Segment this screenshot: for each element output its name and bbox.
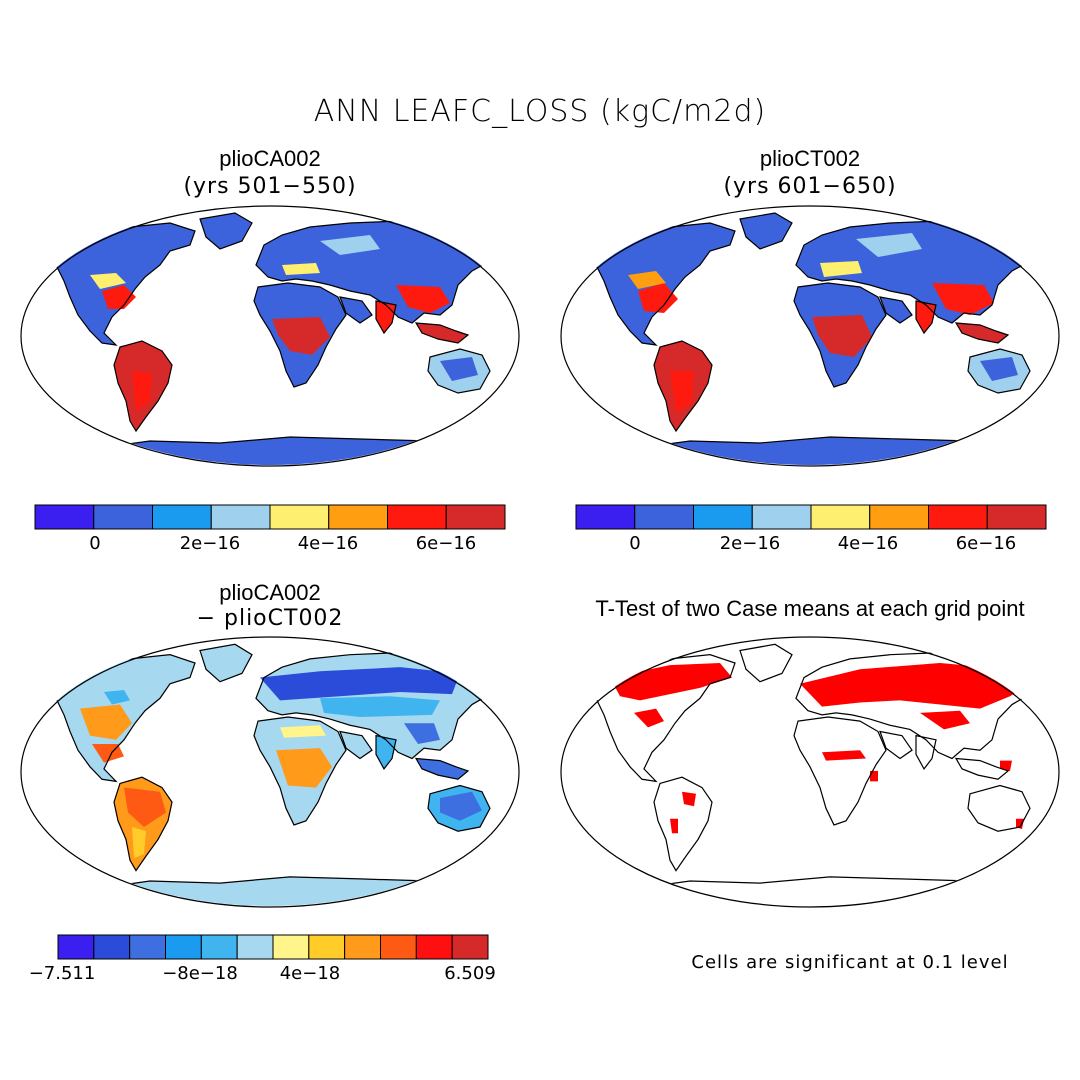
- colorbar-diff-tick-1: −7.511: [28, 963, 96, 984]
- colorbar-bin-10: [380, 934, 417, 960]
- map-difference: [20, 636, 520, 908]
- figure-title: ANN LEAFC_LOSS (kgC/m2d): [313, 94, 767, 129]
- colorbar-bin-4: [165, 934, 202, 960]
- colorbar-bin-8: [308, 934, 346, 960]
- colorbar-bin-2: [93, 934, 131, 960]
- colorbar-bin-6: [328, 504, 388, 530]
- colorbar-bin-3: [152, 504, 212, 530]
- colorbar-bin-7: [387, 504, 447, 530]
- colorbar-bin-4: [210, 504, 271, 530]
- colorbar-bin-5: [810, 504, 871, 530]
- colorbar-bin-5: [200, 934, 238, 960]
- colorbar-bin-1: [57, 934, 95, 960]
- map-case-a: [20, 205, 520, 467]
- colorbar-bin-7: [928, 504, 988, 530]
- colorbar-bin-2: [93, 504, 153, 530]
- panel-b-subtitle: (yrs 601−650): [723, 174, 897, 199]
- colorbar-b-tick-2: 2e−16: [719, 533, 781, 554]
- panel-a-title: plioCA002: [219, 146, 321, 171]
- colorbar-bin-8: [986, 504, 1047, 530]
- colorbar-bin-1: [575, 504, 636, 530]
- colorbar-b-tick-3: 4e−16: [837, 533, 899, 554]
- colorbar-bin-6: [869, 504, 929, 530]
- colorbar-b-tick-1: 0: [629, 533, 641, 554]
- colorbar-bin-9: [344, 934, 381, 960]
- panel-a-subtitle: (yrs 501−550): [183, 174, 357, 199]
- significance-note: Cells are significant at 0.1 level: [691, 952, 1009, 973]
- colorbar-bin-6: [236, 934, 274, 960]
- colorbar-bin-8: [445, 504, 506, 530]
- panel-b-title: plioCT002: [759, 146, 861, 171]
- colorbar-bin-12: [451, 934, 489, 960]
- colorbar-case-b: [575, 504, 1047, 530]
- map-ttest: [560, 636, 1060, 908]
- colorbar-a-tick-3: 4e−16: [297, 533, 359, 554]
- colorbar-bin-3: [129, 934, 166, 960]
- map-ttest-sig: [610, 662, 1032, 834]
- panel-diff-subtitle: − plioCT002: [196, 606, 344, 631]
- map-case-a-land: [56, 213, 516, 465]
- map-case-b-land: [596, 213, 1056, 465]
- colorbar-diff-tick-2: −8e−18: [162, 963, 238, 984]
- colorbar-bin-7: [272, 934, 310, 960]
- colorbar-diff-tick-3: 4e−18: [279, 963, 341, 984]
- colorbar-bin-5: [269, 504, 330, 530]
- colorbar-a-tick-2: 2e−16: [179, 533, 241, 554]
- colorbar-bin-2: [634, 504, 694, 530]
- colorbar-difference: [57, 934, 489, 960]
- colorbar-a-tick-1: 0: [89, 533, 101, 554]
- colorbar-bin-4: [751, 504, 812, 530]
- colorbar-b-tick-4: 6e−16: [955, 533, 1017, 554]
- panel-diff-title: plioCA002: [219, 580, 321, 605]
- colorbar-bin-11: [415, 934, 453, 960]
- colorbar-a-tick-4: 6e−16: [415, 533, 477, 554]
- colorbar-bin-1: [34, 504, 95, 530]
- map-difference-land: [56, 644, 516, 906]
- ttest-title: T-Test of two Case means at each grid po…: [595, 596, 1025, 621]
- map-case-b: [560, 205, 1060, 467]
- colorbar-bin-3: [693, 504, 753, 530]
- colorbar-diff-tick-4: 6.509: [444, 963, 496, 984]
- colorbar-case-a: [34, 504, 506, 530]
